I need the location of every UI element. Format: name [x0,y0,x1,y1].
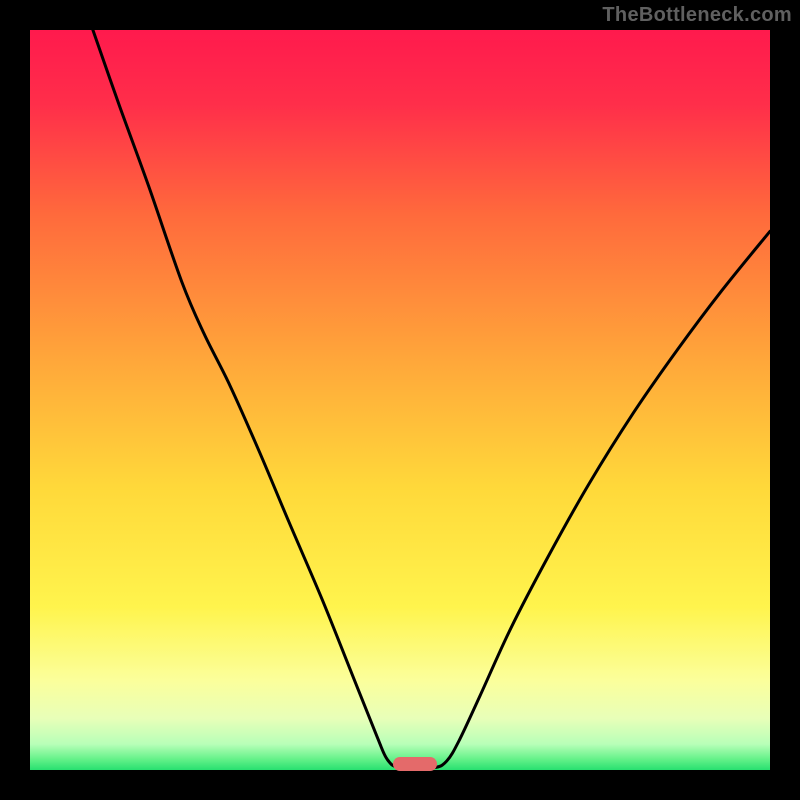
bottleneck-marker [393,757,437,771]
gradient-background [30,30,770,770]
watermark-text: TheBottleneck.com [602,4,792,27]
chart-container: TheBottleneck.com [0,0,800,800]
